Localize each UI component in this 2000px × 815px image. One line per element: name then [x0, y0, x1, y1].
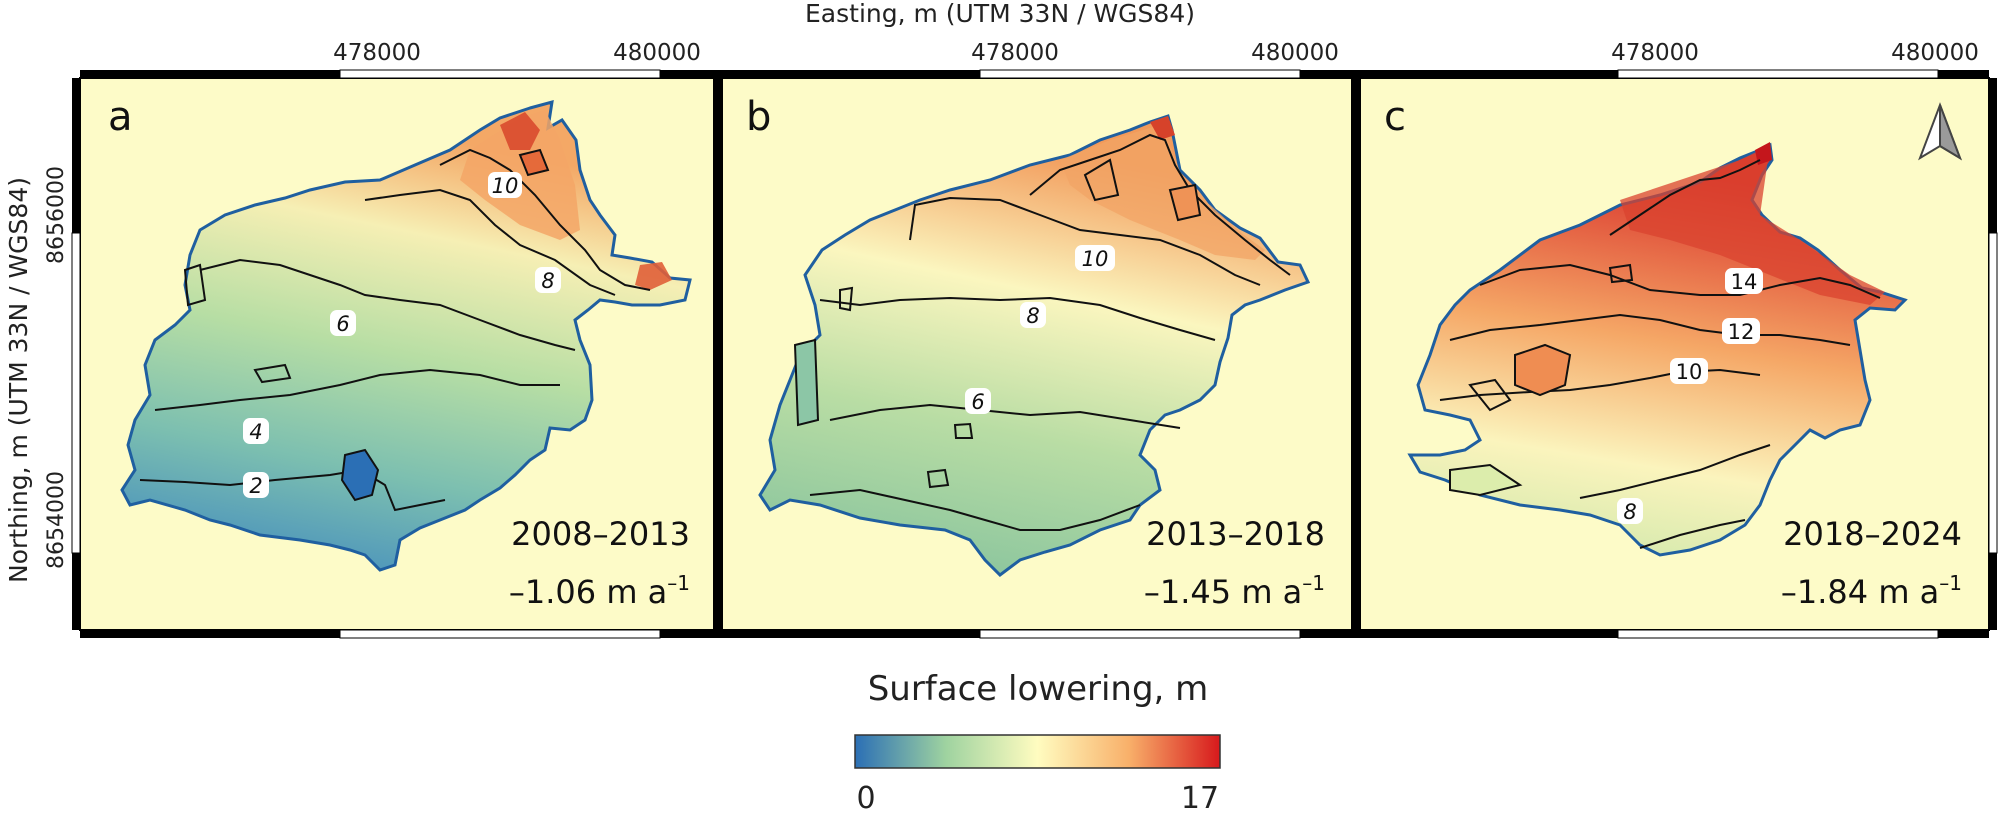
contour-line: [1579, 444, 1771, 499]
north-arrow-icon: [1918, 102, 1962, 161]
svg-text:8: 8: [1623, 500, 1636, 524]
contour-line: [199, 258, 576, 351]
rate-label: –1.06 m a–1: [509, 571, 690, 611]
contour-label: 8: [1617, 498, 1643, 524]
contour-label: 6: [330, 310, 356, 336]
northing-tick-label: 8656000: [44, 166, 69, 264]
svg-text:10: 10: [1676, 360, 1703, 384]
period-label: 2008–2013: [511, 515, 690, 553]
rate-label: –1.84 m a–1: [1781, 571, 1962, 611]
rate-label: –1.45 m a–1: [1144, 571, 1325, 611]
contour-line: [1639, 519, 1746, 549]
easting-tick-label: 480000: [613, 40, 701, 66]
period-label: 2013–2018: [1146, 515, 1325, 553]
contour-line: [364, 188, 616, 296]
easting-tick-label: 480000: [1891, 40, 1979, 66]
panel-letter: a: [108, 94, 133, 140]
panel-a: 10 8 6 4 2 a 2008–2013 –1.06 m a–1: [79, 77, 715, 631]
svg-text:10: 10: [1082, 247, 1109, 271]
svg-text:6: 6: [336, 312, 349, 336]
svg-text:8: 8: [1026, 304, 1039, 328]
easting-tick-label: 478000: [1611, 40, 1699, 66]
contour-line: [819, 296, 1216, 341]
easting-tick-label: 480000: [1251, 40, 1339, 66]
contour-line: [154, 368, 560, 411]
svg-text:8: 8: [541, 269, 554, 293]
colorbar-min-label: 0: [856, 781, 875, 815]
panel-letter: b: [746, 94, 771, 140]
northing-tick-label: 8654000: [44, 471, 69, 569]
contour-line: [909, 196, 1261, 286]
svg-text:6: 6: [971, 390, 984, 414]
panel-letter: c: [1384, 94, 1406, 140]
contour-label: 8: [1020, 302, 1046, 328]
svg-text:2: 2: [249, 474, 262, 498]
contour-label: 10: [488, 172, 522, 198]
contour-line: [1029, 133, 1291, 276]
svg-text:12: 12: [1728, 320, 1755, 344]
period-label: 2018–2024: [1783, 515, 1962, 553]
easting-tick-label: 478000: [971, 40, 1059, 66]
contour-label: 10: [1075, 245, 1115, 271]
easting-axis-title: Easting, m (UTM 33N / WGS84): [805, 0, 1195, 28]
colorbar-max-label: 17: [1181, 781, 1219, 815]
contour-line: [829, 403, 1181, 429]
contour-line: [809, 488, 1141, 531]
contour-label: 2: [243, 472, 269, 498]
contour-line: [1609, 159, 1761, 236]
svg-text:4: 4: [249, 420, 262, 444]
svg-text:14: 14: [1731, 270, 1758, 294]
contour-label: 4: [243, 418, 269, 444]
svg-text:10: 10: [492, 174, 519, 198]
contour-line: [439, 148, 651, 291]
contour-label: 10: [1670, 358, 1708, 384]
colorbar-title: Surface lowering, m: [868, 669, 1209, 709]
map-frame-border: [71, 69, 1998, 639]
panel-b: 10 8 6 b 2013–2018 –1.45 m a–1: [721, 77, 1353, 631]
contour-label: 12: [1722, 318, 1760, 344]
panel-c: 14 12 10 8 c 2018–2024 –1.84 m a–1: [1359, 77, 1990, 631]
contour-label: 6: [965, 388, 991, 414]
contour-line: [1449, 313, 1851, 346]
contour-label: 14: [1725, 268, 1763, 294]
colorbar: [854, 734, 1221, 769]
easting-tick-label: 478000: [333, 40, 421, 66]
contour-label: 8: [535, 267, 561, 293]
contour-line: [1479, 263, 1881, 299]
northing-axis-title: Northing, m (UTM 33N / WGS84): [4, 177, 33, 583]
